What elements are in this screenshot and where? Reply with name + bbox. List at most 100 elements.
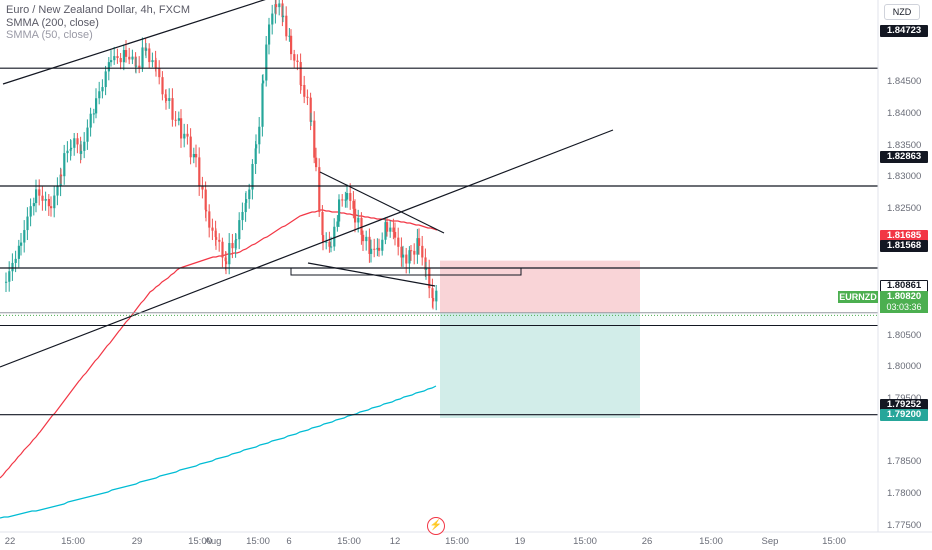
candle-body: [330, 246, 333, 248]
horizontal-levels: [0, 67, 878, 416]
candle-body: [204, 189, 207, 210]
candle-body: [201, 186, 204, 190]
symbol-tag: EURNZD: [838, 291, 878, 303]
candle-body: [368, 236, 371, 254]
candle-body: [228, 243, 231, 265]
price-tick-label: 1.78000: [887, 488, 922, 499]
time-tick-label: 15:00: [699, 536, 723, 547]
candle-body: [83, 141, 86, 151]
lightning-icon[interactable]: ⚡: [427, 517, 445, 535]
candle-body: [300, 84, 303, 86]
time-tick-label: 19: [514, 536, 526, 547]
candle-body: [113, 56, 116, 61]
time-tick-label: 15:00: [822, 536, 846, 547]
candle-body: [386, 222, 389, 232]
candle-body: [95, 98, 98, 114]
candle-body: [211, 227, 214, 231]
smma-lines: [0, 209, 438, 519]
candle-body: [56, 186, 59, 196]
candle-body: [303, 85, 306, 97]
candle-body: [333, 226, 336, 247]
candle-body: [29, 206, 32, 217]
candle-body: [221, 241, 224, 258]
candle-body: [225, 261, 228, 265]
candle-body: [265, 44, 268, 81]
candle-body: [278, 3, 281, 8]
candle-body: [53, 195, 56, 209]
candle-body: [238, 220, 241, 240]
time-tick-label: 15:00: [445, 536, 469, 547]
smma200-legend[interactable]: SMMA (200, close): [6, 16, 99, 29]
candle-body: [131, 56, 134, 60]
candle-body: [138, 65, 141, 68]
candle-body: [89, 113, 92, 128]
candle-body: [17, 245, 20, 259]
price-tick-label: 1.84000: [887, 108, 922, 119]
candle-body: [389, 227, 392, 232]
price-tick-label: 1.78500: [887, 456, 922, 468]
bar-countdown: 03:03:36: [880, 302, 928, 313]
candle-body: [349, 193, 352, 201]
price-tick-label: 1.80500: [887, 329, 922, 341]
smma200-line: [0, 385, 437, 519]
candle-body: [50, 206, 53, 209]
candle-body: [421, 245, 424, 258]
candle-body: [285, 15, 288, 37]
candle-body: [135, 65, 138, 67]
candle-body: [41, 195, 44, 201]
time-tick-label: Aug: [204, 536, 222, 547]
level-tag-3: 1.81568: [880, 240, 928, 252]
candle-body: [47, 198, 50, 207]
price-tick-label: 1.82500: [887, 203, 922, 214]
candle-body: [381, 239, 384, 251]
trendline: [2, 0, 266, 85]
smma50-line: [0, 209, 438, 479]
candle-body: [180, 118, 183, 139]
candle-body: [309, 97, 312, 122]
candle-body: [362, 234, 365, 242]
candle-body: [192, 153, 195, 158]
candle-body: [215, 237, 218, 240]
candle-body: [44, 198, 47, 201]
stop-price-tag: 1.81685: [880, 230, 928, 242]
candle-body: [174, 119, 177, 121]
time-tick-label: 22: [4, 536, 16, 547]
candle-body: [110, 60, 113, 63]
candle-body: [413, 250, 416, 255]
candle-body: [288, 35, 291, 37]
time-tick-label: 12: [389, 536, 401, 547]
candle-body: [26, 216, 29, 231]
candle-body: [318, 167, 321, 212]
smma50-legend[interactable]: SMMA (50, close): [6, 29, 93, 41]
candle-body: [313, 120, 316, 158]
candle-body: [322, 235, 325, 243]
candle-body: [161, 77, 164, 95]
candle-body: [255, 144, 258, 149]
candle-body: [373, 248, 376, 250]
candle-body: [410, 250, 413, 252]
symbol-title: Euro / New Zealand Dollar, 4h, FXCM: [6, 4, 191, 16]
candle-body: [376, 247, 379, 250]
candle-body: [397, 237, 400, 247]
level-tag-5: 1.79252: [880, 399, 928, 411]
candle-body: [378, 247, 381, 251]
candle-body: [384, 222, 387, 240]
candle-body: [416, 238, 419, 255]
candle-body: [352, 200, 355, 209]
candle-body: [357, 217, 360, 223]
candle-body: [306, 96, 309, 98]
candle-body: [70, 147, 73, 150]
candle-body: [325, 241, 328, 243]
candle-body: [428, 267, 431, 289]
candle-body: [310, 120, 313, 122]
candle-body: [35, 189, 38, 204]
take-profit-zone: [440, 312, 640, 418]
candle-body: [299, 61, 302, 85]
candle-body: [344, 199, 347, 201]
candle-body: [346, 193, 349, 200]
candle-body: [235, 239, 238, 241]
candle-body: [293, 54, 296, 61]
candle-body: [86, 127, 89, 142]
currency-selector[interactable]: NZD: [884, 4, 920, 20]
